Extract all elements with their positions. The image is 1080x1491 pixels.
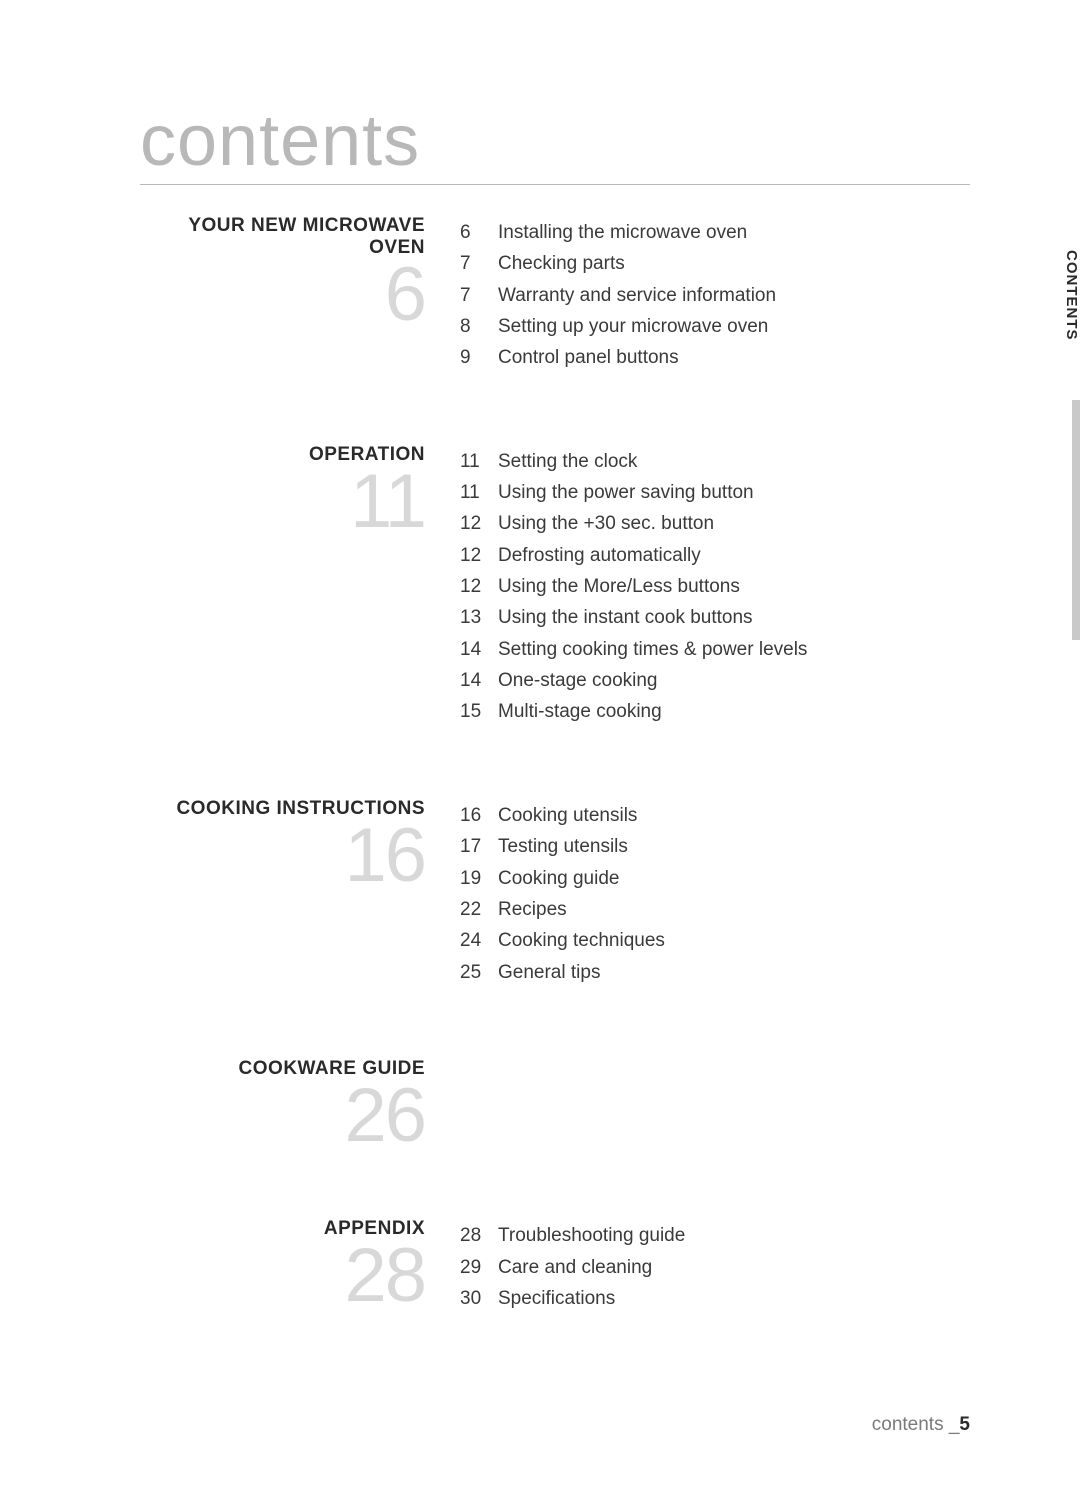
toc-row: 6Installing the microwave oven — [460, 217, 970, 248]
toc-item-label: Using the instant cook buttons — [498, 602, 970, 633]
toc-row: 14Setting cooking times & power levels — [460, 634, 970, 665]
toc-page-number: 9 — [460, 342, 498, 373]
toc-row: 7Checking parts — [460, 248, 970, 279]
toc-page-number: 17 — [460, 831, 498, 862]
toc-item-label: Recipes — [498, 894, 970, 925]
toc-row: 24Cooking techniques — [460, 925, 970, 956]
toc-page-number: 6 — [460, 217, 498, 248]
toc-item-label: Testing utensils — [498, 831, 970, 862]
side-tab-label: CONTENTS — [1063, 250, 1080, 341]
toc-section: YOUR NEW MICROWAVE OVEN66Installing the … — [140, 215, 970, 374]
toc-section: COOKING INSTRUCTIONS1616Cooking utensils… — [140, 798, 970, 988]
toc-item-label: Installing the microwave oven — [498, 217, 970, 248]
toc-row: 28Troubleshooting guide — [460, 1220, 970, 1251]
toc-page-number: 24 — [460, 925, 498, 956]
footer-label: contents _ — [872, 1414, 960, 1435]
side-tab-bar — [1072, 400, 1080, 640]
toc-item-label: Setting up your microwave oven — [498, 311, 970, 342]
footer-page-number: 5 — [959, 1414, 970, 1435]
toc-item-label: Cooking techniques — [498, 925, 970, 956]
section-left: COOKING INSTRUCTIONS16 — [140, 798, 460, 988]
toc-page-number: 28 — [460, 1220, 498, 1251]
toc-row: 11Setting the clock — [460, 446, 970, 477]
toc-row: 8Setting up your microwave oven — [460, 311, 970, 342]
toc-item-label: Setting the clock — [498, 446, 970, 477]
toc-row: 29Care and cleaning — [460, 1252, 970, 1283]
toc-row: 14One-stage cooking — [460, 665, 970, 696]
toc-item-label: Setting cooking times & power levels — [498, 634, 970, 665]
toc-item-label: Cooking utensils — [498, 800, 970, 831]
toc-item-label: Multi-stage cooking — [498, 696, 970, 727]
toc-page-number: 14 — [460, 665, 498, 696]
section-left: COOKWARE GUIDE26 — [140, 1058, 460, 1149]
toc-row: 15Multi-stage cooking — [460, 696, 970, 727]
section-number: 16 — [140, 824, 425, 889]
toc-page-number: 25 — [460, 957, 498, 988]
toc-item-label: General tips — [498, 957, 970, 988]
toc-page-number: 12 — [460, 571, 498, 602]
toc-row: 13Using the instant cook buttons — [460, 602, 970, 633]
section-number: 26 — [140, 1084, 425, 1149]
toc-page-number: 12 — [460, 508, 498, 539]
toc-section: OPERATION1111Setting the clock11Using th… — [140, 444, 970, 728]
toc-item-label: Troubleshooting guide — [498, 1220, 970, 1251]
toc-item-label: Control panel buttons — [498, 342, 970, 373]
toc-row: 25General tips — [460, 957, 970, 988]
section-left: OPERATION11 — [140, 444, 460, 728]
toc-page-number: 30 — [460, 1283, 498, 1314]
toc-item-label: Defrosting automatically — [498, 540, 970, 571]
toc-item-label: Care and cleaning — [498, 1252, 970, 1283]
toc-page-number: 14 — [460, 634, 498, 665]
toc-page-number: 11 — [460, 446, 498, 477]
toc-row: 12Defrosting automatically — [460, 540, 970, 571]
section-right — [460, 1058, 970, 1149]
toc-page-number: 7 — [460, 248, 498, 279]
toc-page-number: 22 — [460, 894, 498, 925]
toc-item-label: Checking parts — [498, 248, 970, 279]
toc-row: 17Testing utensils — [460, 831, 970, 862]
toc-page-number: 7 — [460, 280, 498, 311]
toc-row: 7Warranty and service information — [460, 280, 970, 311]
section-left: APPENDIX28 — [140, 1218, 460, 1314]
section-number: 11 — [140, 470, 425, 535]
toc-item-label: Cooking guide — [498, 863, 970, 894]
toc-item-label: Using the power saving button — [498, 477, 970, 508]
toc-row: 9Control panel buttons — [460, 342, 970, 373]
section-right: 16Cooking utensils17Testing utensils19Co… — [460, 798, 970, 988]
sections-container: YOUR NEW MICROWAVE OVEN66Installing the … — [140, 215, 970, 1315]
section-number: 6 — [140, 263, 425, 328]
page-title: contents — [140, 100, 970, 185]
section-number: 28 — [140, 1244, 425, 1309]
toc-page-number: 15 — [460, 696, 498, 727]
page-root: contents YOUR NEW MICROWAVE OVEN66Instal… — [0, 0, 1080, 1491]
toc-item-label: One-stage cooking — [498, 665, 970, 696]
section-right: 11Setting the clock11Using the power sav… — [460, 444, 970, 728]
section-right: 6Installing the microwave oven7Checking … — [460, 215, 970, 374]
toc-page-number: 8 — [460, 311, 498, 342]
toc-item-label: Using the More/Less buttons — [498, 571, 970, 602]
toc-row: 11Using the power saving button — [460, 477, 970, 508]
toc-page-number: 29 — [460, 1252, 498, 1283]
toc-row: 19Cooking guide — [460, 863, 970, 894]
toc-section: COOKWARE GUIDE26 — [140, 1058, 970, 1149]
section-left: YOUR NEW MICROWAVE OVEN6 — [140, 215, 460, 374]
toc-row: 22Recipes — [460, 894, 970, 925]
toc-item-label: Using the +30 sec. button — [498, 508, 970, 539]
toc-page-number: 11 — [460, 477, 498, 508]
toc-row: 16Cooking utensils — [460, 800, 970, 831]
toc-item-label: Warranty and service information — [498, 280, 970, 311]
toc-section: APPENDIX2828Troubleshooting guide29Care … — [140, 1218, 970, 1314]
toc-row: 12Using the More/Less buttons — [460, 571, 970, 602]
page-footer: contents _5 — [872, 1414, 970, 1436]
section-heading: YOUR NEW MICROWAVE OVEN — [140, 215, 425, 259]
toc-page-number: 12 — [460, 540, 498, 571]
toc-row: 12Using the +30 sec. button — [460, 508, 970, 539]
toc-row: 30Specifications — [460, 1283, 970, 1314]
section-right: 28Troubleshooting guide29Care and cleani… — [460, 1218, 970, 1314]
toc-item-label: Specifications — [498, 1283, 970, 1314]
toc-page-number: 16 — [460, 800, 498, 831]
toc-page-number: 13 — [460, 602, 498, 633]
toc-page-number: 19 — [460, 863, 498, 894]
